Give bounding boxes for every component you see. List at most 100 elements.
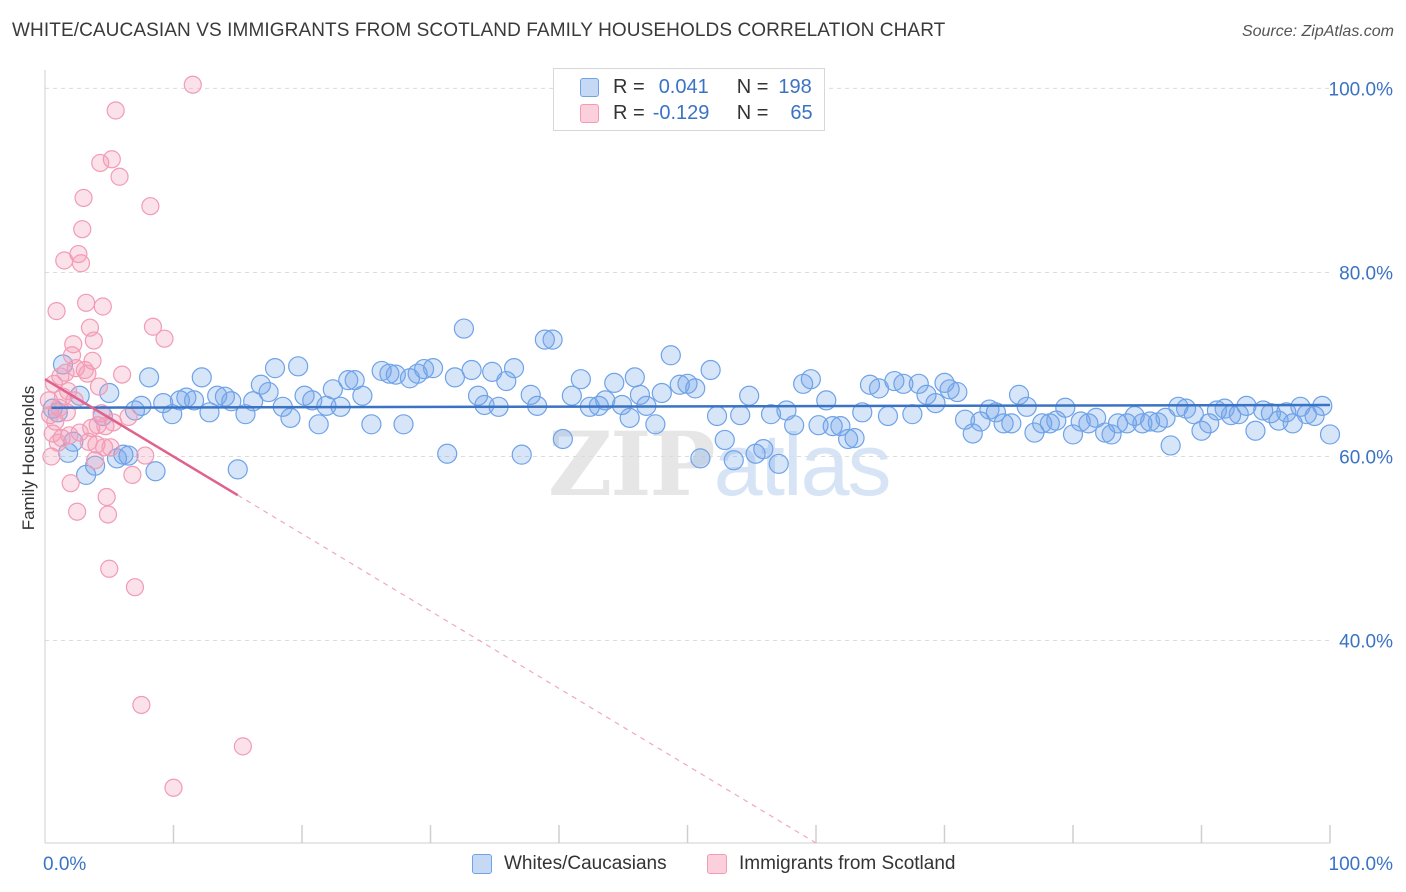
data-point-scotland bbox=[47, 302, 66, 321]
legend: R = 0.041 N = 198 R = -0.129 N = 65 bbox=[553, 68, 825, 131]
data-point-scotland bbox=[123, 465, 142, 485]
data-point-scotland bbox=[74, 188, 93, 208]
data-point-scotland bbox=[73, 220, 92, 239]
data-point-whites bbox=[838, 428, 859, 450]
data-point-whites bbox=[258, 381, 279, 403]
legend-r-value: -0.129 bbox=[652, 101, 710, 124]
data-point-whites bbox=[106, 448, 128, 469]
data-point-whites bbox=[844, 427, 865, 449]
data-point-scotland bbox=[60, 426, 79, 445]
data-point-scotland bbox=[89, 377, 109, 396]
chart-title: WHITE/CAUCASIAN VS IMMIGRANTS FROM SCOTL… bbox=[12, 20, 946, 41]
data-point-whites bbox=[1245, 420, 1266, 441]
data-point-whites bbox=[99, 382, 120, 404]
data-point-whites bbox=[629, 384, 651, 405]
data-point-whites bbox=[651, 382, 672, 404]
data-point-scotland bbox=[68, 502, 87, 521]
data-point-whites bbox=[993, 413, 1014, 434]
data-point-whites bbox=[338, 370, 359, 391]
trend-line-whites bbox=[51, 403, 1331, 409]
bottom-legend-whites: Whites/Caucasians bbox=[472, 851, 667, 877]
data-point-whites bbox=[624, 367, 645, 388]
data-point-scotland bbox=[100, 559, 119, 578]
data-point-whites bbox=[437, 443, 458, 464]
legend-row-scotland: R = -0.129 N = 65 bbox=[554, 100, 813, 126]
data-point-whites bbox=[1319, 424, 1341, 445]
legend-r-label: R = bbox=[613, 75, 645, 98]
bottom-legend-swatch-blue bbox=[472, 854, 492, 874]
data-point-scotland bbox=[95, 438, 114, 457]
y-tick-label: 40.0% bbox=[1339, 632, 1393, 653]
data-point-scotland bbox=[91, 153, 110, 173]
data-point-whites bbox=[118, 445, 139, 466]
data-point-scotland bbox=[106, 101, 125, 120]
data-point-whites bbox=[288, 356, 309, 377]
x-tick-label: 100.0% bbox=[1329, 854, 1394, 875]
data-point-scotland bbox=[112, 365, 132, 384]
data-point-whites bbox=[496, 370, 517, 392]
source-label: Source: ZipAtlas.com bbox=[1241, 23, 1394, 40]
data-point-whites bbox=[322, 379, 343, 400]
data-point-whites bbox=[822, 416, 843, 437]
data-point-whites bbox=[1139, 411, 1161, 432]
bottom-legend-swatch-pink bbox=[707, 854, 727, 874]
data-point-scotland bbox=[88, 416, 107, 435]
data-point-scotland bbox=[164, 778, 183, 797]
data-point-whites bbox=[1086, 407, 1107, 428]
data-point-whites bbox=[145, 461, 166, 482]
data-point-whites bbox=[280, 407, 301, 428]
data-point-whites bbox=[482, 361, 503, 382]
data-point-whites bbox=[1116, 413, 1138, 434]
legend-swatch-pink bbox=[580, 103, 599, 123]
data-point-whites bbox=[1155, 407, 1176, 428]
data-point-whites bbox=[1260, 403, 1281, 424]
data-point-whites bbox=[393, 414, 414, 435]
data-point-scotland bbox=[125, 578, 145, 597]
data-point-scotland bbox=[97, 487, 116, 507]
legend-n-value: 198 bbox=[778, 75, 812, 98]
data-point-scotland bbox=[132, 695, 151, 715]
data-point-whites bbox=[690, 448, 711, 469]
data-point-whites bbox=[760, 404, 782, 425]
data-point-whites bbox=[503, 358, 525, 379]
data-point-scotland bbox=[136, 446, 155, 465]
data-point-whites bbox=[361, 414, 382, 435]
legend-n-label: N = bbox=[736, 75, 769, 98]
data-point-whites bbox=[768, 453, 789, 474]
data-point-whites bbox=[235, 404, 256, 425]
data-point-whites bbox=[138, 367, 160, 388]
data-point-whites bbox=[1199, 413, 1220, 434]
data-point-scotland bbox=[98, 505, 118, 524]
data-point-scotland bbox=[93, 297, 112, 316]
data-point-scotland bbox=[143, 317, 163, 336]
bottom-legend-label-scotland: Immigrants from Scotland bbox=[739, 853, 956, 874]
series-whites-points bbox=[42, 318, 1341, 486]
data-point-whites bbox=[1062, 424, 1084, 445]
data-point-scotland bbox=[141, 197, 160, 216]
legend-r-value: 0.041 bbox=[658, 75, 709, 98]
trend-line-scotland bbox=[44, 378, 239, 497]
data-point-whites bbox=[595, 390, 616, 411]
data-point-whites bbox=[893, 373, 914, 394]
data-point-whites bbox=[1304, 405, 1325, 427]
data-point-scotland bbox=[66, 359, 85, 378]
data-point-scotland bbox=[183, 75, 202, 94]
data-point-whites bbox=[925, 393, 946, 414]
data-point-whites bbox=[191, 367, 212, 388]
data-point-whites bbox=[939, 379, 960, 400]
data-point-scotland bbox=[119, 407, 138, 427]
data-point-whites bbox=[714, 429, 735, 451]
watermark-zip: ZIP bbox=[548, 412, 716, 516]
data-point-whites bbox=[808, 415, 829, 436]
bottom-legend-label-whites: Whites/Caucasians bbox=[504, 853, 667, 874]
data-point-whites bbox=[645, 414, 666, 435]
y-tick-label: 60.0% bbox=[1339, 448, 1393, 469]
data-point-whites bbox=[461, 359, 482, 381]
data-point-whites bbox=[352, 385, 373, 406]
data-point-whites bbox=[552, 428, 573, 450]
data-point-whites bbox=[660, 345, 681, 366]
legend-swatch-blue bbox=[580, 77, 599, 97]
data-point-whites bbox=[753, 439, 774, 460]
data-point-whites bbox=[685, 378, 706, 399]
